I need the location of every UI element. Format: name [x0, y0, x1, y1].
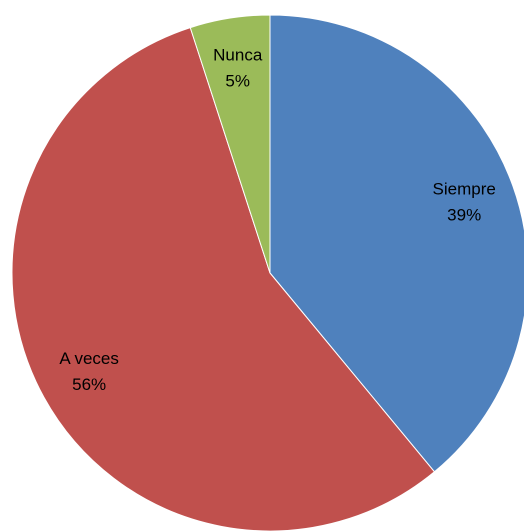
slice-label: Nunca — [213, 46, 263, 65]
pie-slice — [11, 26, 436, 531]
slice-label: Siempre — [433, 180, 496, 199]
slice-value-label: 56% — [72, 375, 106, 394]
pie-slice — [189, 14, 271, 274]
pie-slice — [269, 14, 524, 473]
slice-label: A veces — [59, 349, 119, 368]
slice-value-label: 39% — [447, 206, 481, 225]
slice-value-label: 5% — [225, 72, 250, 91]
